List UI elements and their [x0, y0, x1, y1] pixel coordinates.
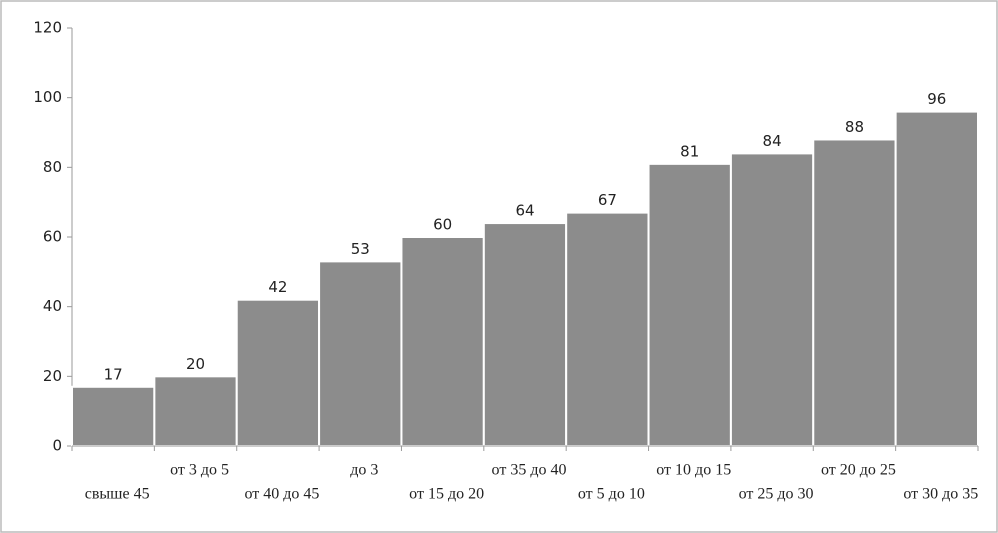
- bar: [71, 385, 156, 447]
- data-label: 17: [104, 365, 123, 383]
- x-tick-label: свыше 45: [85, 486, 150, 503]
- bar: [729, 152, 815, 447]
- y-tick-label: 60: [43, 228, 62, 246]
- y-tick-label: 80: [43, 158, 62, 176]
- data-label: 67: [598, 191, 617, 209]
- x-tick-label: от 40 до 45: [244, 486, 319, 503]
- y-tick-label: 40: [43, 297, 62, 315]
- data-label: 60: [433, 216, 452, 234]
- x-tick-label: от 20 до 25: [821, 462, 896, 479]
- data-label: 84: [763, 132, 782, 150]
- bar: [647, 162, 732, 447]
- data-label: 42: [268, 278, 287, 296]
- data-label: 64: [515, 202, 534, 220]
- y-tick-label: 100: [33, 88, 62, 106]
- x-tick-label: от 3 до 5: [170, 462, 229, 479]
- data-label: 20: [186, 355, 205, 373]
- y-tick-label: 0: [52, 437, 62, 455]
- bar: [565, 211, 650, 447]
- data-label: 88: [845, 118, 864, 136]
- y-tick-label: 20: [43, 367, 62, 385]
- bar: [318, 260, 403, 447]
- bar: [482, 222, 568, 447]
- bar: [812, 138, 897, 447]
- x-tick-label: от 10 до 15: [656, 462, 731, 479]
- bar: [400, 236, 485, 447]
- bar: [894, 110, 979, 447]
- x-tick-label: от 15 до 20: [409, 486, 484, 503]
- data-label: 81: [680, 142, 699, 160]
- bar: [153, 375, 238, 448]
- y-tick-label: 120: [33, 19, 62, 37]
- x-tick-label: от 35 до 40: [492, 462, 567, 479]
- x-tick-label: от 30 до 35: [903, 486, 978, 503]
- x-tick-label: до 3: [350, 462, 378, 479]
- bar: [235, 298, 321, 448]
- x-tick-label: от 5 до 10: [578, 486, 645, 503]
- x-tick-label: от 25 до 30: [739, 486, 814, 503]
- data-label: 96: [927, 90, 946, 108]
- data-label: 53: [351, 240, 370, 258]
